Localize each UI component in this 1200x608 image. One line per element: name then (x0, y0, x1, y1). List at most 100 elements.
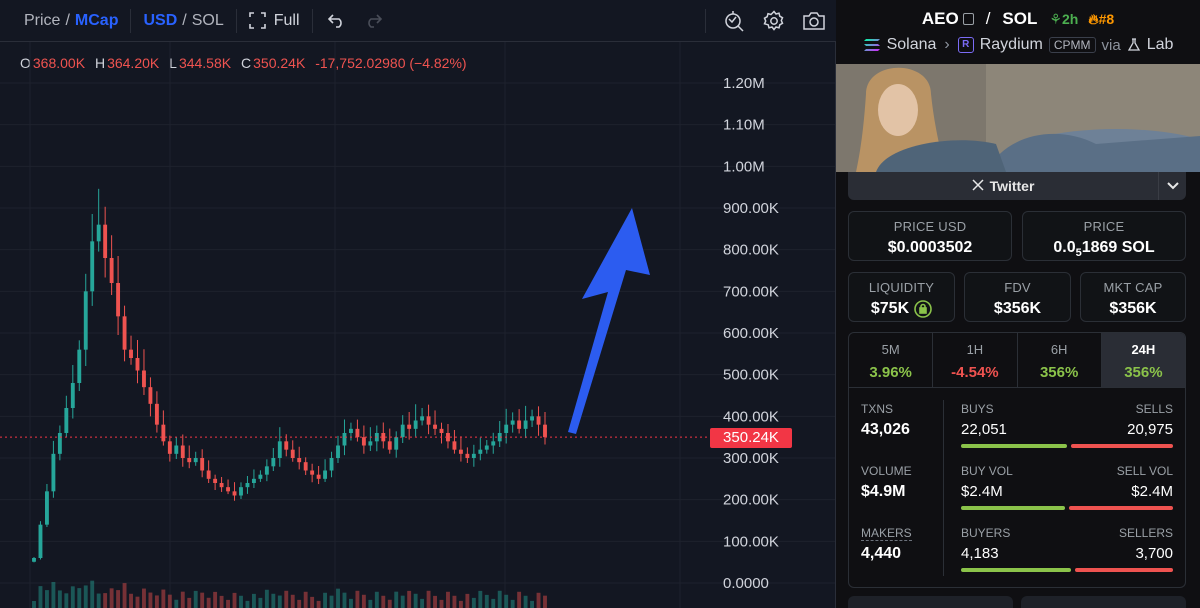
candle-body (387, 441, 392, 450)
toolbar-divider (705, 9, 706, 33)
candle-body (232, 491, 237, 496)
lab-flask-icon (1127, 38, 1141, 52)
sells-label: SELLS (1135, 402, 1173, 416)
volume-bar (303, 591, 308, 608)
candle-body (361, 437, 366, 446)
action-button-left[interactable] (848, 596, 1013, 608)
indicators-icon[interactable] (716, 3, 752, 39)
candle-body (135, 358, 140, 371)
candle-body (407, 424, 412, 429)
redo-icon[interactable] (355, 3, 391, 39)
volume-bar (167, 594, 172, 608)
candle-body (109, 258, 114, 283)
candle-body (200, 458, 205, 471)
price-chart[interactable]: 0.0000 100.00K 200.00K 300.00K 400.00K 500.00… (0, 42, 835, 608)
period-label: 1H (966, 342, 984, 357)
volume-bar (148, 592, 153, 608)
period-tab-6h[interactable]: 6H 356% (1018, 333, 1102, 387)
socials-expand-button[interactable] (1158, 172, 1186, 200)
y-axis-tick-label: 900.00K (723, 200, 779, 217)
currency-toggle[interactable]: USD / SOL (131, 0, 235, 42)
sol-toggle-option[interactable]: SOL (191, 11, 224, 29)
candle-body (491, 441, 496, 446)
candle-body (420, 416, 425, 421)
candle-body (187, 458, 192, 463)
candle-body (471, 453, 476, 458)
volume-bar (96, 593, 101, 608)
volume-bar (38, 586, 43, 608)
volume-bar (400, 595, 405, 608)
price-mcap-toggle[interactable]: Price / MCap (0, 0, 130, 42)
volume-bar (187, 597, 192, 608)
undo-icon[interactable] (319, 3, 355, 39)
price-toggle-option[interactable]: Price (24, 11, 61, 29)
ohlc-open-label: O (20, 55, 31, 71)
volume-bar (116, 590, 121, 608)
candle-body (452, 441, 457, 450)
volume-bar (361, 594, 366, 608)
candle-body (310, 470, 315, 475)
volume-bar (517, 591, 522, 608)
candle-body (290, 449, 295, 458)
volume-label: VOLUME (861, 464, 912, 478)
action-button-right[interactable] (1021, 596, 1186, 608)
copy-icon[interactable] (962, 13, 974, 25)
candle-body (323, 470, 328, 479)
price-sol-zero-count: 5 (1075, 247, 1082, 260)
period-tab-1h[interactable]: 1H -4.54% (933, 333, 1018, 387)
candle-body (174, 445, 179, 454)
settings-gear-icon[interactable] (756, 3, 792, 39)
chart-panel[interactable]: Price / MCap USD / SOL Full (0, 0, 836, 608)
y-axis-tick-label: 700.00K (723, 283, 779, 300)
token-symbol: AEO (921, 9, 959, 28)
dex-name[interactable]: Raydium (979, 36, 1043, 53)
price-usd-card: PRICE USD $0.0003502 (848, 211, 1012, 261)
sells-value: 20,975 (1127, 421, 1173, 438)
usd-toggle-option[interactable]: USD (143, 11, 178, 29)
buy-vol-label: BUY VOL (961, 464, 1013, 478)
price-sol-value: 0.051869 SOL (1023, 239, 1185, 259)
candle-body (478, 449, 483, 454)
candle-body (44, 491, 49, 525)
full-label: Full (273, 11, 300, 29)
volume-bar (32, 601, 36, 608)
stats-divider (943, 400, 944, 576)
volume-bar (109, 588, 114, 608)
period-label: 5M (881, 342, 900, 357)
volume-bar (394, 591, 399, 608)
period-tab-5m[interactable]: 5M 3.96% (849, 333, 934, 387)
period-tab-24h[interactable]: 24H 356% (1101, 333, 1185, 387)
volume-bar (510, 599, 515, 608)
socials-bar: Twitter (848, 172, 1186, 200)
volume-bar (154, 595, 159, 608)
volume-bar (374, 591, 379, 608)
candle-body (258, 474, 263, 479)
full-button[interactable]: Full (237, 0, 312, 42)
candle-body (497, 433, 502, 442)
buyers-ratio-bar (961, 568, 1173, 572)
volume-bar (258, 597, 263, 608)
volume-bar (51, 582, 56, 608)
volume-bar (284, 590, 289, 608)
launchpad-name[interactable]: Lab (1146, 36, 1174, 53)
candle-body (239, 487, 243, 496)
period-change: 356% (1124, 364, 1163, 381)
candle-body (206, 470, 211, 479)
candle-body (394, 437, 399, 450)
mcap-toggle-option[interactable]: MCap (74, 11, 119, 29)
candle-body (400, 424, 405, 438)
camera-icon[interactable] (796, 3, 832, 39)
mktcap-value: $356K (1109, 300, 1157, 317)
twitter-button[interactable]: Twitter (848, 172, 1158, 200)
volume-bar (297, 599, 302, 608)
price-sol-suffix: 1869 SOL (1081, 239, 1155, 256)
buyers-sellers-stat: BUYERS SELLERS 4,183 3,700 (961, 526, 1173, 572)
toolbar-right-group (705, 0, 836, 42)
candle-body (51, 453, 56, 492)
chain-name[interactable]: Solana (886, 36, 937, 53)
candle-body (251, 478, 256, 483)
txns-value: 43,026 (861, 421, 910, 438)
y-axis-tick-label: 200.00K (723, 492, 779, 509)
volume-bar (368, 599, 373, 608)
trending-rank[interactable]: 🔥︎#8 (1088, 11, 1114, 28)
